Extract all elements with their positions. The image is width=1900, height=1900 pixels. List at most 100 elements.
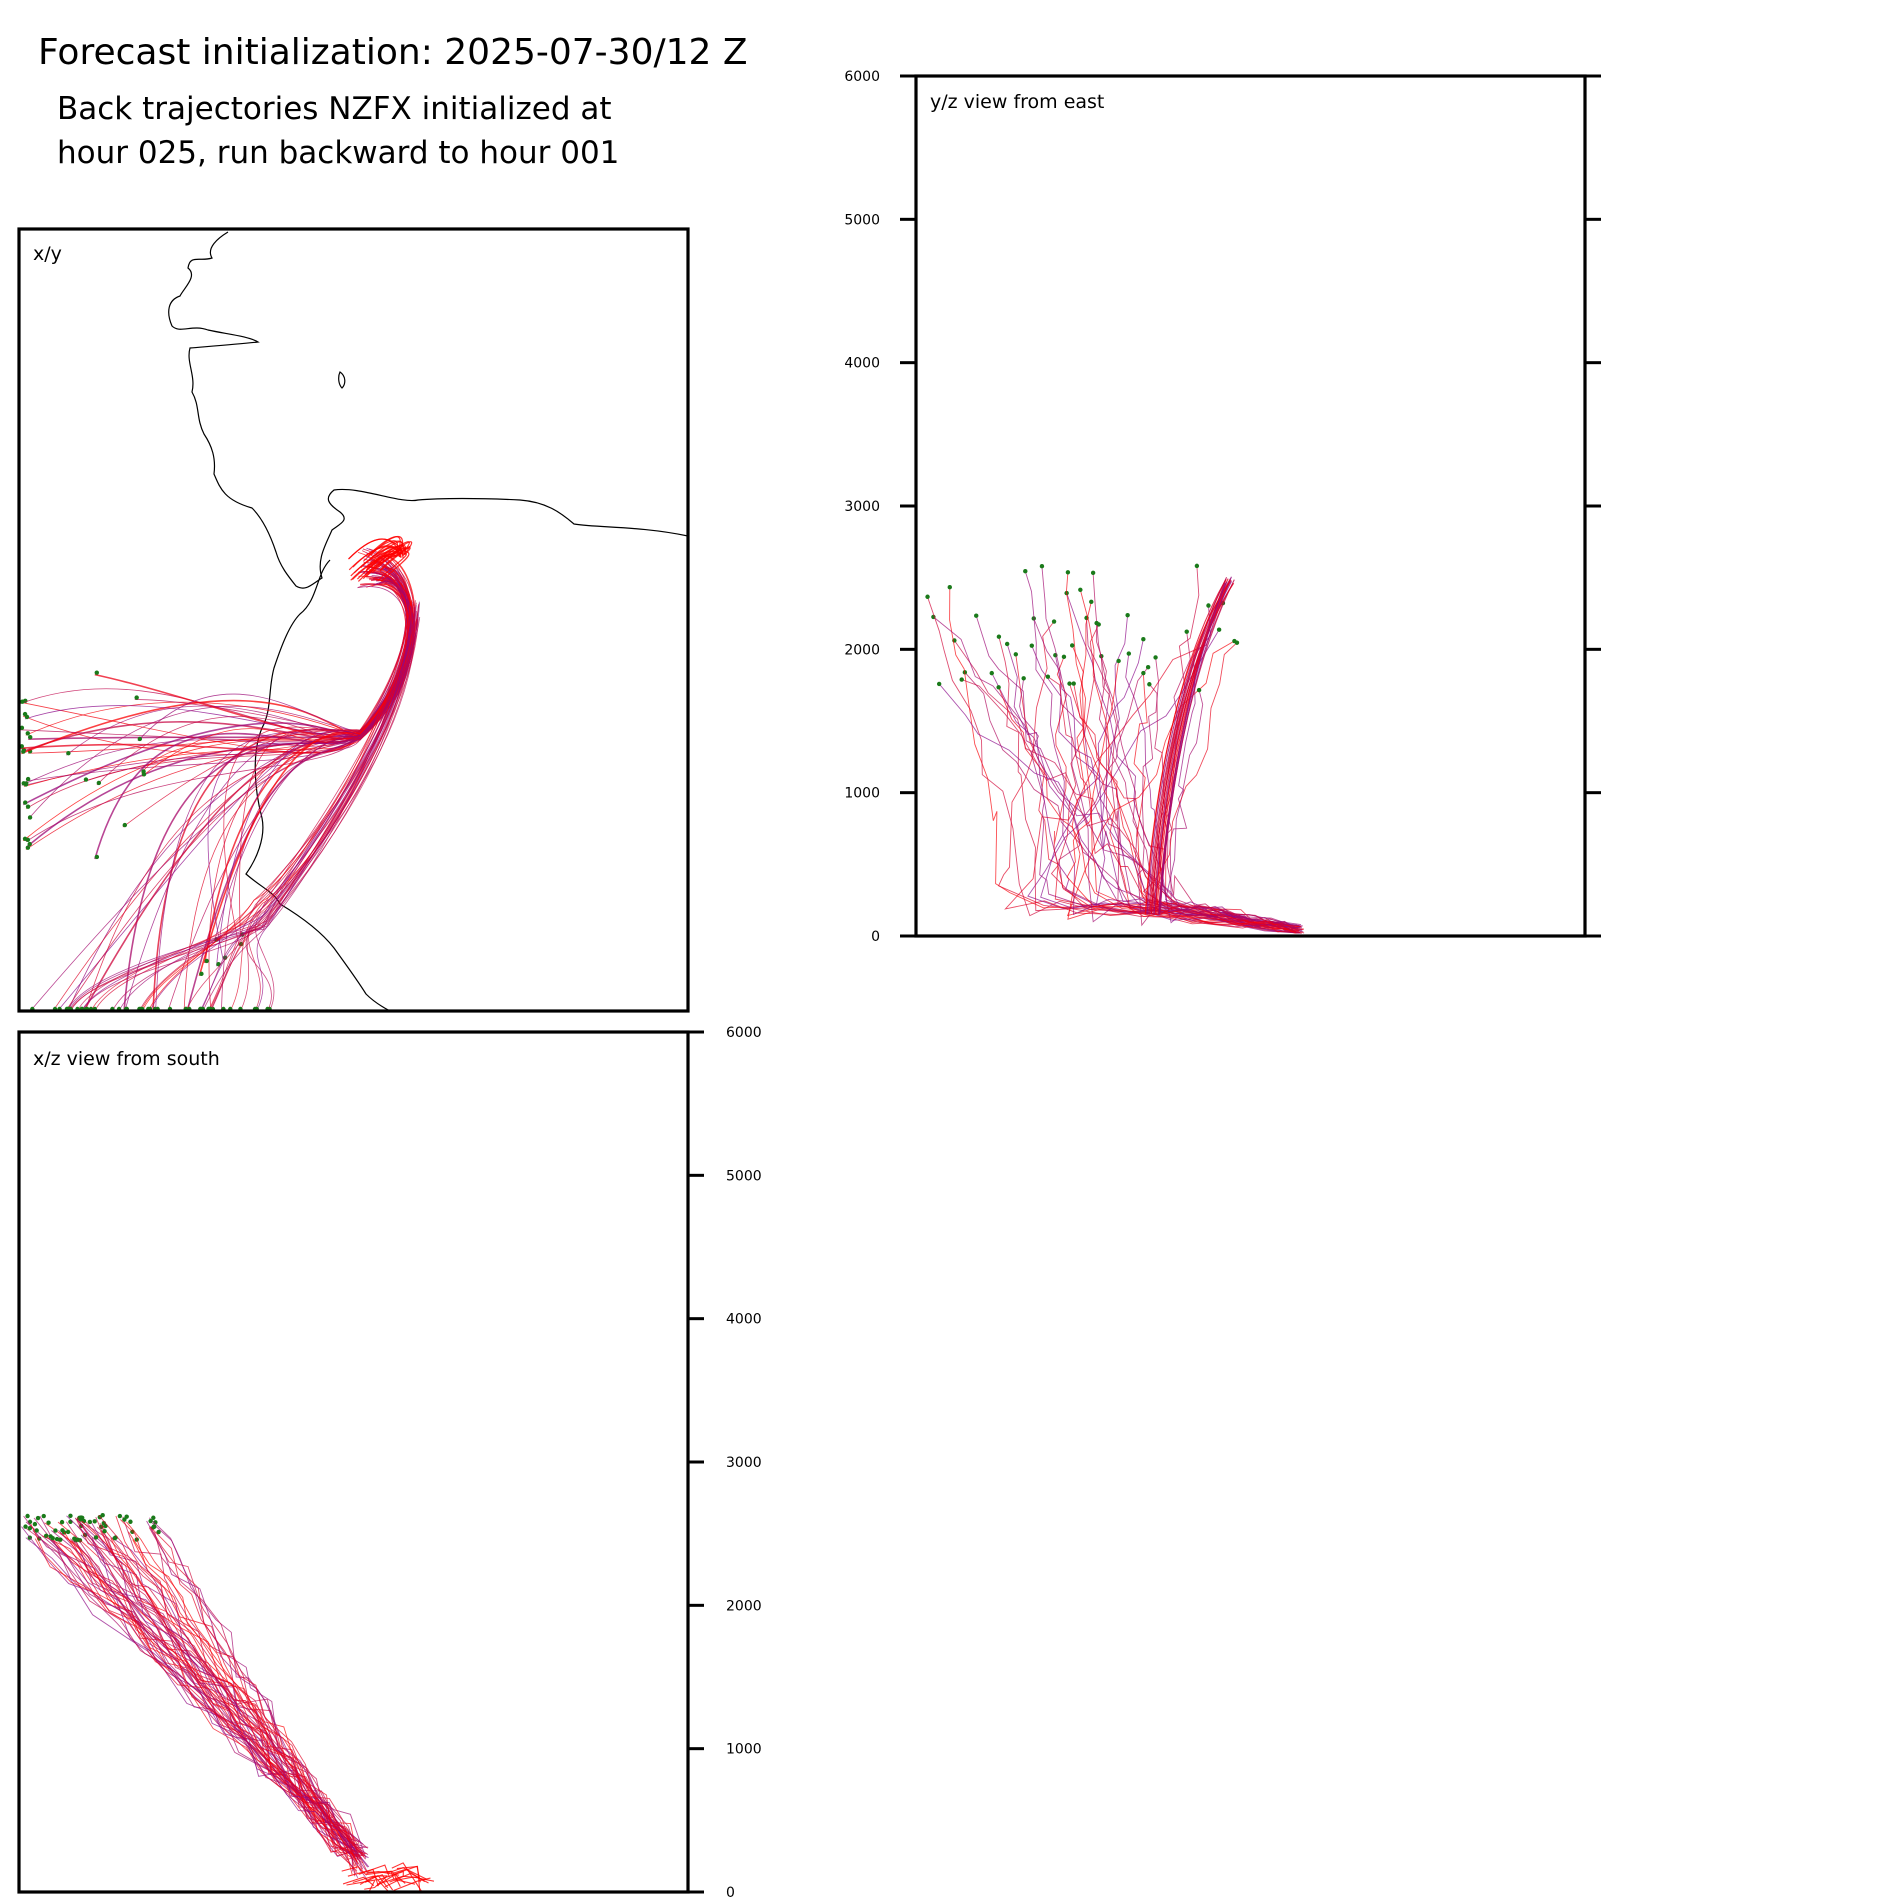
xy-endpoint-dot [137,736,143,742]
xy-trajectory-line [369,541,403,564]
yz-endpoint-dot [1051,619,1057,624]
yz-endpoint-dot [1216,627,1222,632]
xy-endpoint-dot [22,836,28,841]
xy-endpoint-dot [19,725,25,731]
yz-endpoint-dot [1153,655,1158,660]
xy-trajectory-line [77,607,414,1011]
yz-endpoint-dot [1184,629,1189,634]
xz-endpoint-dot [60,1528,65,1533]
yz-trajectory-line [1169,689,1299,929]
xy-trajectory-line [141,601,411,1011]
xy-endpoint-dot [21,749,26,754]
xy-endpoint-dot [66,751,71,756]
xy-trajectory-line [19,561,414,743]
xy-trajectory-line [22,580,411,755]
yz-trajectory-line [998,687,1298,934]
yz-endpoint-dot [1089,599,1094,605]
xy-endpoint-dot [25,845,31,850]
xy-trajectory-line [245,616,421,1011]
xz-endpoint-dot [53,1528,58,1533]
yz-axis-tick-label: 1000 [844,786,880,802]
xz-trajectory-line [46,1536,367,1855]
xy-trajectory-line [210,606,419,1011]
xz-endpoint-dot [151,1515,156,1520]
xy-endpoint-dot [83,777,89,782]
xz-endpoint-dot [148,1518,153,1524]
xz-trajectories [21,1512,435,1892]
xy-trajectory-line [94,565,414,740]
xz-trajectory-line [98,1514,364,1861]
yz-endpoint-dot [1039,564,1045,569]
yz-trajectory-line [933,616,1300,934]
yz-trajectory-line [1053,656,1304,930]
xz-endpoint-dot [122,1517,127,1522]
yz-trajectory-line [1165,605,1302,926]
yz-axis-tick-label: 6000 [844,69,880,85]
yz-trajectory-line [1159,579,1235,915]
xz-trajectory-line [76,1517,356,1877]
xz-endpoint-dot [34,1528,39,1533]
xy-endpoint-dot [25,804,31,809]
yz-endpoint-dot [1194,563,1200,569]
xz-endpoint-dot [151,1524,157,1529]
xy-trajectory-line [84,579,409,1011]
xy-trajectory-line [240,607,415,1011]
xz-trajectory-line [346,1879,377,1892]
xy-panel-label: x/y [33,243,62,265]
xz-endpoint-dot [92,1519,97,1524]
yz-endpoint-dot [996,685,1001,690]
yz-frame [914,74,1587,938]
xz-endpoint-dot [46,1520,51,1525]
yz-endpoint-dot [1004,641,1010,647]
xy-trajectory-line [69,611,413,1011]
yz-axis: 0 1000 2000 3000 4000 5000 6000 [844,69,1601,945]
xz-trajectory-line [30,1523,363,1855]
xy-trajectories [19,535,421,1011]
xy-trajectory-line [96,583,412,786]
xz-trajectory-line [384,1879,416,1888]
xy-trajectory-line [203,569,410,964]
yz-trajectories [925,563,1305,934]
xy-endpoint-dot [122,822,128,828]
xz-endpoint-dot [68,1513,73,1519]
yz-endpoint-dot [947,585,952,590]
yz-panel-label: y/z view from east [930,91,1104,113]
xy-endpoint-dot [19,744,24,749]
yz-endpoint-dot [1234,640,1240,645]
xy-trajectory-line [25,580,415,843]
yz-trajectory-line [1031,645,1296,929]
xz-trajectory-line [66,1521,362,1872]
coastline [168,231,688,589]
xy-trajectory-line [25,552,412,738]
xy-trajectory-line [199,605,412,1011]
xy-trajectory-line [216,581,410,967]
xz-trajectory-line [23,1515,360,1843]
xz-axis-tick-label: 6000 [726,1025,762,1041]
xy-trajectory-line [185,602,417,1011]
xy-endpoint-dot [27,841,32,847]
yz-axis-tick-label: 4000 [844,356,880,372]
yz-trajectory-line [1096,623,1299,934]
yz-axis-tick-label: 0 [871,929,880,945]
xz-trajectory-line [32,1530,359,1859]
xz-frame [17,1030,690,1894]
yz-trajectory-line [1067,601,1300,928]
xy-trajectory-line [383,541,413,563]
xy-trajectory-line [229,618,418,1011]
xz-endpoint-dot [156,1529,161,1535]
yz-axis-tick-label: 3000 [844,499,880,515]
xz-trajectory-line [52,1538,362,1859]
xz-endpoint-dot [87,1519,93,1525]
yz-endpoint-dot [1126,651,1132,656]
figure-subtitle-line2: hour 025, run backward to hour 001 [57,135,619,171]
xz-trajectory-line [364,1874,389,1889]
xy-trajectory-line [19,583,412,754]
yz-endpoint-dot [1023,568,1028,574]
xz-trajectory-line [21,1526,354,1861]
yz-trajectory-line [1156,579,1231,915]
yz-endpoint-dot [996,634,1002,639]
xz-trajectory-line [394,1876,435,1882]
xz-trajectory-line [149,1526,364,1854]
yz-endpoint-dot [1067,681,1072,686]
xy-trajectory-line [21,572,410,753]
